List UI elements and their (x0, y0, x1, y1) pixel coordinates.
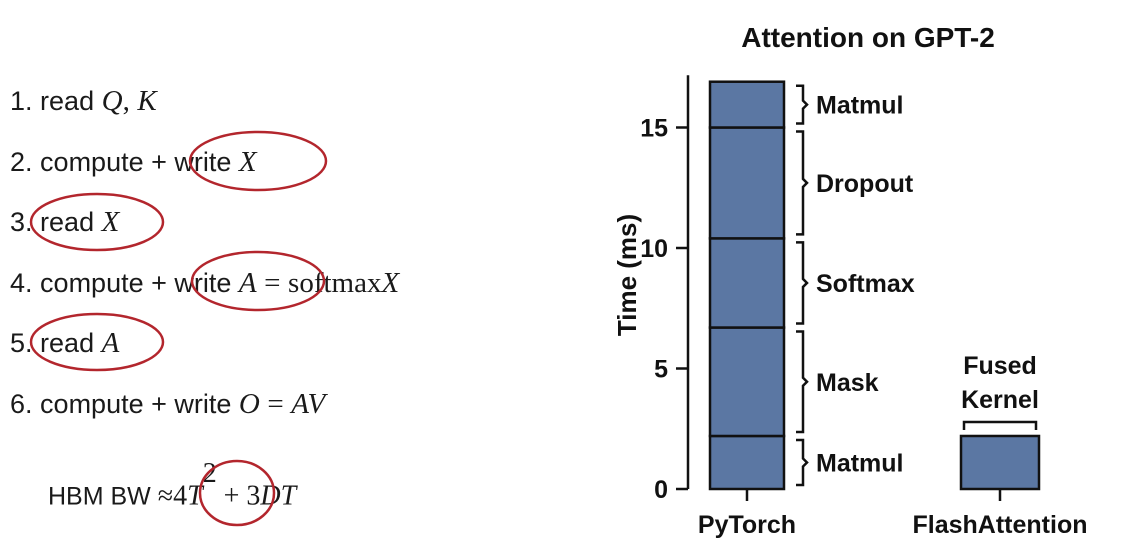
x-tick-label: FlashAttention (913, 511, 1088, 539)
bar-segment (708, 434, 786, 491)
step-number: 4. (10, 267, 33, 298)
math-sep: , (122, 85, 130, 117)
math-approx: ≈ (157, 480, 174, 512)
step-2: 2. compute + write X (10, 141, 399, 202)
math-plus: + (223, 480, 240, 512)
step-text: read (40, 328, 95, 358)
math-var: Q (101, 85, 123, 117)
math-var: T (187, 480, 203, 512)
step-text: compute + write (40, 388, 232, 419)
segment-label: Mask (816, 369, 879, 397)
y-tick-label: 15 (640, 115, 668, 143)
bar-segment (708, 126, 786, 240)
math-exponent: 2 (202, 458, 217, 489)
bar-segment (708, 326, 786, 438)
math-var: A (101, 327, 120, 359)
step-5: 5. read A (10, 322, 399, 383)
segment-bracket (796, 330, 809, 434)
math-fn: softmax (288, 266, 382, 299)
step-text: compute + (40, 146, 167, 177)
step-text: write (174, 146, 232, 177)
x-tick-label: PyTorch (698, 511, 796, 539)
segment-bracket (796, 438, 809, 487)
math-var: K (137, 85, 157, 117)
bar-segment (959, 434, 1041, 491)
segment-bracket (796, 130, 809, 236)
step-list: 1. read Q, K 2. compute + write X 3. rea… (10, 80, 399, 443)
chart-title: Attention on GPT-2 (741, 22, 995, 53)
step-6: 6. compute + write O = AV (10, 383, 399, 444)
step-text: read (40, 207, 95, 237)
segment-label: Matmul (816, 92, 904, 120)
math-coef: 4 (173, 480, 188, 512)
segment-bracket (962, 420, 1038, 430)
step-number: 2. (10, 146, 33, 177)
segment-label: Softmax (816, 270, 915, 298)
segment-label: Matmul (816, 449, 904, 477)
step-number: 6. (10, 388, 33, 419)
segment-label: Dropout (816, 170, 914, 198)
step-1: 1. read Q, K (10, 80, 399, 141)
hbm-formula: HBM BW ≈4T2 + 3DT (48, 460, 297, 512)
step-3: 3. read X (10, 201, 399, 262)
math-var: X (238, 145, 257, 178)
y-tick-label: 10 (640, 235, 668, 263)
math-coef: 3 (246, 480, 261, 512)
y-tick-label: 5 (654, 356, 668, 384)
math-eq: = (264, 266, 281, 299)
y-axis-label: Time (ms) (612, 214, 642, 336)
segment-label: Fused (963, 352, 1037, 380)
attention-chart: Attention on GPT-2 Time (ms) 0 5 10 15 PyTor… (612, 22, 1088, 539)
step-text: compute + (40, 267, 167, 298)
step-text: read (40, 86, 95, 116)
step-number: 5. (10, 328, 33, 358)
segment-bracket (796, 241, 809, 325)
step-number: 3. (10, 207, 33, 237)
math-eq: = (267, 387, 284, 420)
step-4: 4. compute + write A = softmaxX (10, 262, 399, 323)
segment-label: Kernel (961, 386, 1039, 414)
step-number: 1. (10, 86, 33, 116)
segment-bracket (796, 84, 809, 125)
step-text: write (174, 267, 232, 298)
math-var: A (238, 266, 257, 299)
math-var: X (101, 206, 120, 238)
y-tick-label: 0 (654, 476, 668, 504)
math-var: AV (291, 387, 326, 420)
math-var: O (238, 387, 260, 420)
bar-segment (708, 237, 786, 329)
bar-segment (708, 80, 786, 129)
hbm-label: HBM BW (48, 482, 151, 511)
plot-area: 0 5 10 15 PyTorch Matmul Mask Softmax Dropout Mat… (640, 75, 1088, 539)
math-var: X (381, 266, 400, 299)
math-var: DT (260, 480, 297, 512)
